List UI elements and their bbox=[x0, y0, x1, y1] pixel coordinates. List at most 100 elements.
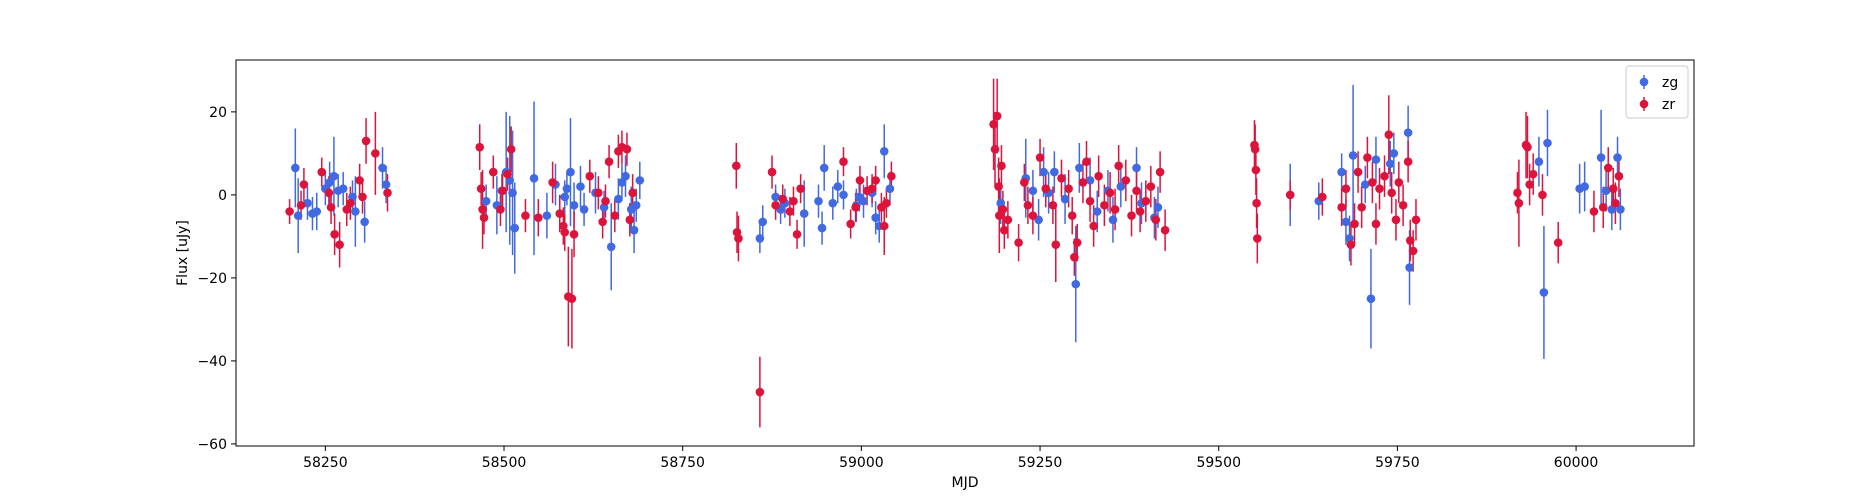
point-zr bbox=[734, 234, 743, 243]
point-zg bbox=[1534, 157, 1544, 166]
point-zg bbox=[1348, 151, 1358, 160]
point-zg bbox=[1403, 128, 1413, 137]
point-zr bbox=[731, 161, 741, 171]
point-zg bbox=[1028, 186, 1038, 196]
point-zr bbox=[555, 209, 565, 218]
point-zr bbox=[1337, 203, 1346, 212]
point-zr bbox=[285, 207, 294, 216]
point-zg bbox=[1132, 163, 1141, 173]
y-axis-ticks: −60 −40 −20 0 20 bbox=[197, 105, 236, 453]
x-tick-label: 58750 bbox=[660, 455, 705, 471]
point-zr bbox=[361, 136, 371, 146]
point-zr bbox=[326, 203, 336, 212]
legend-entries: zg zr bbox=[1639, 75, 1678, 113]
point-zr bbox=[1067, 211, 1077, 220]
point-zr bbox=[355, 176, 364, 185]
point-zr bbox=[1160, 225, 1170, 235]
point-zr bbox=[548, 178, 557, 187]
point-zr bbox=[882, 198, 891, 208]
point-zr bbox=[1028, 211, 1038, 220]
x-tick-label: 59500 bbox=[1196, 455, 1241, 471]
point-zr bbox=[594, 188, 603, 198]
point-zr bbox=[879, 221, 889, 231]
point-zg bbox=[1092, 207, 1102, 216]
point-zg bbox=[614, 194, 623, 204]
point-zr bbox=[1251, 165, 1261, 175]
point-zr bbox=[796, 184, 805, 193]
point-zr bbox=[506, 144, 516, 154]
point-zg bbox=[562, 184, 572, 193]
point-zr bbox=[1072, 238, 1082, 247]
point-zg bbox=[1596, 153, 1606, 162]
point-zr bbox=[610, 211, 620, 220]
point-zr bbox=[789, 196, 798, 206]
point-zr bbox=[1523, 142, 1532, 152]
point-zg bbox=[1385, 159, 1395, 169]
point-zg bbox=[1607, 205, 1617, 214]
point-zr bbox=[1078, 178, 1088, 187]
point-zr bbox=[534, 213, 543, 223]
point-zr bbox=[767, 167, 777, 177]
point-zg bbox=[833, 182, 843, 191]
point-zr bbox=[1003, 215, 1013, 225]
point-zg bbox=[1337, 167, 1346, 177]
point-zg bbox=[291, 163, 300, 173]
point-zg bbox=[1075, 163, 1084, 173]
point-zg bbox=[542, 211, 552, 220]
point-zg bbox=[566, 167, 575, 177]
point-zr bbox=[1375, 184, 1384, 193]
point-zr bbox=[521, 211, 530, 220]
point-zr bbox=[1553, 238, 1563, 247]
legend-label-zr: zr bbox=[1662, 97, 1675, 113]
point-zr bbox=[1363, 153, 1372, 162]
point-zr bbox=[598, 217, 607, 227]
point-zg bbox=[1539, 288, 1549, 297]
point-zg bbox=[814, 196, 823, 206]
point-zr bbox=[1603, 163, 1613, 173]
point-zg bbox=[1405, 263, 1414, 272]
point-zr bbox=[785, 207, 795, 216]
point-zg bbox=[1366, 294, 1376, 303]
point-zr bbox=[1525, 180, 1534, 189]
legend: zg zr bbox=[1625, 65, 1689, 119]
point-zr bbox=[1110, 205, 1120, 214]
point-zr bbox=[1598, 203, 1608, 212]
point-zg bbox=[1543, 138, 1552, 148]
point-zg bbox=[819, 163, 829, 173]
point-zr bbox=[994, 182, 1003, 191]
point-zg bbox=[839, 190, 848, 200]
x-tick-label: 58500 bbox=[482, 455, 527, 471]
point-zr bbox=[1387, 188, 1396, 198]
point-zg bbox=[1616, 205, 1625, 214]
point-zg bbox=[360, 217, 369, 227]
point-zr bbox=[567, 294, 577, 303]
point-zr bbox=[503, 169, 512, 179]
point-zg bbox=[329, 171, 339, 181]
point-zg bbox=[381, 180, 391, 189]
y-tick-label: 20 bbox=[209, 105, 227, 121]
point-zg bbox=[312, 207, 322, 216]
point-zr bbox=[498, 186, 507, 196]
x-axis-label: MJD bbox=[952, 475, 979, 491]
point-zr bbox=[560, 227, 570, 237]
point-zg bbox=[871, 213, 880, 223]
point-zr bbox=[1589, 207, 1599, 216]
point-zr bbox=[851, 203, 860, 212]
point-zr bbox=[792, 230, 802, 239]
point-zg bbox=[879, 147, 889, 156]
point-zr bbox=[846, 219, 855, 229]
x-axis-ticks: 58250 58500 58750 59000 59250 59500 59750 60000 bbox=[303, 446, 1598, 471]
point-zg bbox=[510, 223, 520, 233]
point-zr bbox=[371, 149, 380, 158]
point-zr bbox=[1250, 144, 1260, 154]
point-zg bbox=[1085, 176, 1095, 185]
point-zr bbox=[1353, 167, 1363, 177]
point-zr bbox=[496, 205, 505, 214]
point-zg bbox=[1153, 203, 1163, 212]
point-zg bbox=[1060, 194, 1070, 204]
point-zr bbox=[1318, 192, 1327, 202]
point-zg bbox=[1108, 215, 1118, 225]
point-zr bbox=[995, 211, 1004, 220]
point-zr bbox=[1023, 200, 1033, 210]
point-zr bbox=[1285, 190, 1295, 200]
